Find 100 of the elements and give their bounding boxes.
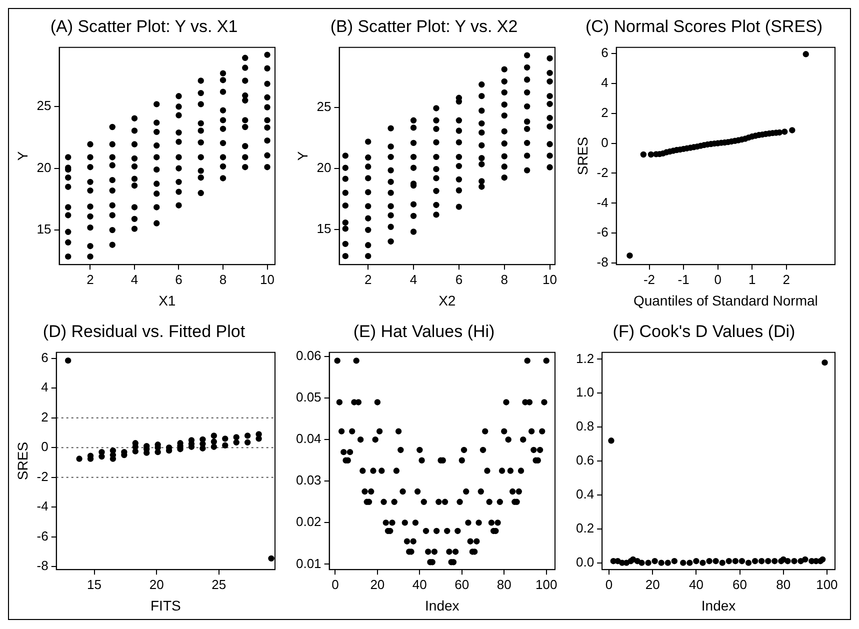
x-tick-label: 20 [370,576,385,592]
x-axis-title: FITS [150,597,181,614]
point [98,453,105,460]
point [638,560,645,566]
point [76,456,82,462]
x-tick-label: 0 [714,272,722,287]
point [789,127,796,134]
x-tick-label: 2 [86,272,94,287]
point [608,438,614,444]
point [640,151,647,158]
x-tick-label: 60 [454,576,470,592]
point [244,439,251,446]
point [738,558,746,564]
x-axis-title: Quantiles of Standard Normal [633,292,818,308]
x-tick-label: 8 [500,272,508,287]
y-tick-label: 0.6 [576,452,594,468]
point [726,558,732,564]
point [210,438,218,445]
y-tick-label: 0.4 [576,486,594,502]
point [752,558,758,564]
point [765,558,772,564]
x-tick-label: 10 [260,272,274,287]
y-tick-label: -2 [36,468,48,484]
y-tick-label: 0.0 [576,554,594,570]
x-tick-label: 80 [496,576,512,592]
y-tick-label: 0.01 [296,556,322,571]
y-tick-label: 1.2 [576,350,594,366]
x-tick-label: 2 [782,272,790,287]
y-tick-label: -8 [36,558,48,574]
y-tick-label: 25 [36,98,52,114]
x-tick-label: 6 [455,272,463,287]
point [210,432,218,439]
point [110,456,116,462]
point [222,436,228,442]
y-tick-label: -6 [36,528,48,544]
y-axis-title: SRES [14,442,30,480]
y-tick-label: 4 [601,74,608,90]
y-tick-label: 6 [601,44,608,60]
x-tick-label: 2 [364,272,372,287]
y-tick-label: 0.06 [296,348,322,364]
y-tick-label: 0.8 [576,418,594,434]
x-tick-label: 20 [645,576,660,592]
x-tick-label: 40 [412,576,427,592]
chart-title: (C) Normal Scores Plot (SRES) [585,16,823,36]
point [154,448,161,456]
point [791,558,798,564]
y-tick-label: 20 [316,160,332,176]
point [64,357,72,364]
point [652,558,658,564]
y-axis-title: Y [294,150,310,161]
y-tick-label: 0 [41,439,48,454]
point [745,560,752,566]
x-tick-label: 4 [130,272,138,287]
chart-title: (E) Hat Values (Hi) [353,322,495,341]
y-tick-label: 15 [36,222,52,237]
y-tick-label: 0.2 [576,520,594,536]
x-tick-label: 8 [219,272,227,287]
point [686,560,693,566]
y-tick-label: 2 [601,104,608,120]
y-tick-label: 1.0 [576,384,594,400]
point [693,558,700,564]
x-tick-label: 25 [212,576,226,592]
point [819,556,826,563]
point [782,128,788,135]
point [256,436,262,442]
x-tick-label: 20 [149,576,164,592]
y-tick-label: 25 [316,99,332,114]
x-tick-label: 6 [175,272,182,287]
point [658,560,664,566]
x-tick-label: 100 [816,576,838,592]
point [626,252,633,259]
x-tick-label: 10 [542,272,558,287]
y-tick-label: 4 [41,380,48,395]
y-tick-label: 2 [41,409,48,424]
y-tick-label: 6 [41,350,48,365]
x-tick-label: 80 [776,576,791,592]
x-tick-label: 60 [732,576,748,592]
y-axis-title: Y [14,150,30,161]
y-tick-label: -4 [596,194,608,210]
point [210,444,218,450]
point [802,51,809,58]
point [784,558,791,564]
point [700,560,706,566]
x-tick-label: -2 [643,272,656,287]
x-tick-label: 100 [535,576,558,592]
y-tick-label: -8 [596,254,608,270]
point [671,558,678,564]
y-tick-label: 0 [601,134,608,150]
point [712,558,719,564]
x-tick-label: 4 [410,272,418,287]
chart-title: (A) Scatter Plot: Y vs. X1 [50,16,238,36]
point [758,558,765,564]
x-tick-label: 15 [87,576,102,592]
point [680,560,686,566]
x-axis-title: Index [425,597,460,614]
point [664,560,671,566]
y-tick-label: 0.04 [296,431,322,446]
point [233,434,240,440]
chart-title: (B) Scatter Plot: Y vs. X2 [330,16,518,36]
y-tick-label: 0.05 [296,390,322,405]
